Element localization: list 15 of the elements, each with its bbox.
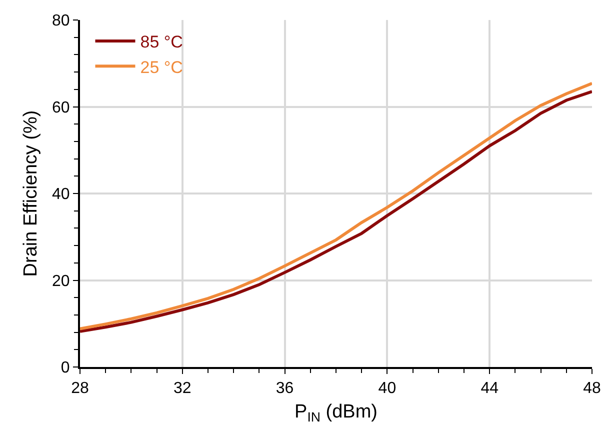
y-tick-label: 60 xyxy=(52,99,70,116)
x-tick-label: 44 xyxy=(480,380,499,398)
y-tick-label: 80 xyxy=(52,12,70,30)
legend-label: 85 °C xyxy=(140,32,183,52)
x-tick-label: 32 xyxy=(174,380,192,398)
y-tick-label: 40 xyxy=(52,186,70,204)
x-axis-title: P$_{IN}$ (dBm) xyxy=(294,402,378,424)
y-axis-title: Drain Efficiency (%) xyxy=(20,110,42,277)
x-tick-label: 36 xyxy=(276,380,294,398)
y-tick-label: 0 xyxy=(60,360,70,377)
x-tick-label: 28 xyxy=(71,380,89,398)
x-tick-label: 40 xyxy=(378,380,396,398)
x-tick-label: 48 xyxy=(583,380,601,398)
y-tick-label: 20 xyxy=(52,272,70,290)
legend-label: 25 °C xyxy=(140,58,183,77)
